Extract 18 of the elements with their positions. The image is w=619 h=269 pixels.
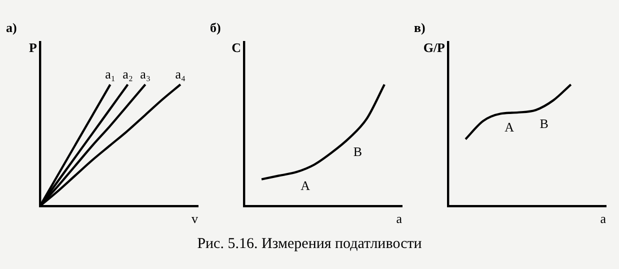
series-label: a₄ xyxy=(175,66,186,82)
x-axis-title: a xyxy=(396,211,402,226)
x-axis-title: a xyxy=(600,211,606,226)
series-label: a₂ xyxy=(122,66,133,82)
y-axis-title: G/P xyxy=(423,40,446,55)
chart-title: а) xyxy=(6,20,17,35)
y-axis-title: C xyxy=(232,40,241,55)
series-label: a₁ xyxy=(105,66,116,82)
x-axis-title: v xyxy=(192,211,198,226)
annotation: A xyxy=(504,120,515,135)
series-label: a₃ xyxy=(140,66,150,82)
chart-title: в) xyxy=(414,20,426,35)
text: Рис. 5.16. Измерения податливости xyxy=(196,236,423,253)
y-axis-title: P xyxy=(29,40,38,55)
annotation: A xyxy=(300,178,311,193)
chart-title: б) xyxy=(210,20,221,35)
annotation: B xyxy=(353,144,362,159)
annotation: B xyxy=(540,116,549,132)
